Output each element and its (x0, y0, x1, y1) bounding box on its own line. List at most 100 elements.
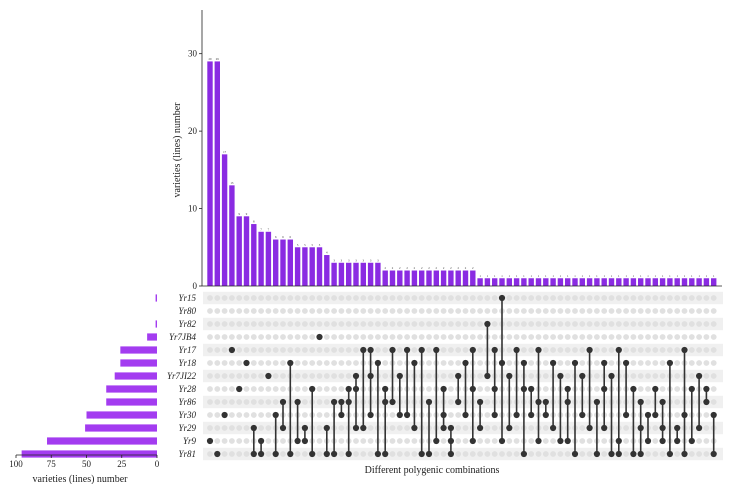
matrix-dot-inactive (382, 321, 389, 327)
matrix-dot-inactive (688, 295, 695, 301)
matrix-dot-active (352, 424, 360, 432)
matrix-dot-inactive (389, 295, 396, 301)
matrix-dot-active (623, 359, 630, 367)
matrix-dot-active (520, 359, 528, 367)
intersection-bar (346, 262, 352, 286)
matrix-dot-active (652, 411, 659, 419)
matrix-dot-inactive (491, 308, 498, 314)
intersection-bar (579, 278, 585, 286)
intersection-bar (316, 247, 323, 286)
matrix-dot-inactive (586, 334, 593, 340)
matrix-dot-inactive (586, 451, 593, 457)
matrix-dot-inactive (601, 295, 608, 301)
matrix-dot-inactive (382, 295, 389, 301)
matrix-dot-inactive (411, 451, 418, 457)
set-size-bar (120, 346, 157, 354)
intersection-bar (484, 278, 491, 286)
matrix-dot-active (659, 424, 666, 432)
matrix-dot-inactive (411, 347, 418, 353)
matrix-dot-inactive (681, 308, 688, 314)
intersection-bar-label: 1 (676, 274, 678, 278)
matrix-dot-inactive (221, 321, 228, 327)
matrix-dot-inactive (608, 321, 615, 327)
matrix-dot-inactive (229, 438, 235, 444)
matrix-dot-inactive (294, 373, 301, 379)
matrix-dot-inactive (265, 334, 272, 340)
intersection-bar (616, 278, 622, 286)
matrix-dot-inactive (623, 295, 629, 301)
matrix-dot-active (498, 294, 506, 302)
matrix-dot-inactive (331, 373, 337, 379)
matrix-dot-inactive (542, 321, 549, 327)
matrix-dot-active (608, 450, 615, 458)
intersection-bar (353, 262, 359, 286)
intersection-bars (207, 61, 717, 287)
matrix-dot-active (352, 385, 360, 393)
intersection-bar (440, 270, 447, 286)
matrix-dot-inactive (703, 425, 710, 431)
matrix-dot-inactive (440, 373, 447, 379)
matrix-dot-active (440, 411, 447, 419)
matrix-dot-inactive (294, 347, 301, 353)
matrix-dot-inactive (229, 412, 235, 418)
matrix-dot-inactive (345, 308, 352, 314)
matrix-dot-inactive (396, 451, 403, 457)
matrix-dot-inactive (331, 295, 337, 301)
matrix-dot-inactive (637, 334, 644, 340)
intersection-bar (543, 278, 549, 286)
matrix-dot-inactive (367, 334, 374, 340)
matrix-dot-active (542, 398, 549, 406)
intersection-bar (565, 278, 571, 286)
y-tick-label: 20 (188, 126, 198, 136)
matrix-dot-inactive (630, 347, 637, 353)
matrix-dot-inactive (528, 425, 535, 431)
matrix-dot-active (469, 346, 476, 354)
matrix-dot-inactive (280, 438, 286, 444)
intersection-bar (258, 231, 264, 286)
matrix-dot-inactive (696, 321, 702, 327)
matrix-dot-inactive (586, 438, 593, 444)
matrix-dot-active (601, 385, 608, 393)
set-size-tick-label: 100 (9, 459, 23, 469)
intersection-bar-label: 3 (377, 258, 379, 262)
matrix-dot-inactive (404, 451, 410, 457)
y-tick-label: 30 (188, 49, 198, 59)
matrix-dot-inactive (703, 412, 710, 418)
matrix-dot-inactive (214, 399, 221, 405)
matrix-dot-active (404, 346, 411, 354)
matrix-dot-active (294, 398, 301, 406)
intersection-bar (397, 270, 403, 286)
matrix-dot-inactive (652, 451, 659, 457)
matrix-dot-inactive (250, 347, 257, 353)
matrix-dot-inactive (302, 347, 308, 353)
matrix-dot-inactive (623, 451, 629, 457)
matrix-dot-inactive (491, 451, 498, 457)
matrix-dot-inactive (294, 295, 301, 301)
matrix-dot-inactive (250, 308, 257, 314)
intersection-bar-label: 7 (260, 227, 262, 231)
intersection-bar-label: 6 (275, 235, 277, 239)
intersection-bar (411, 270, 418, 286)
intersection-bar (433, 270, 439, 286)
matrix-dot-inactive (214, 425, 221, 431)
matrix-dot-inactive (477, 334, 483, 340)
matrix-dot-inactive (564, 334, 571, 340)
intersection-bar-label: 2 (450, 266, 452, 270)
matrix-dot-active (535, 346, 542, 354)
intersection-bar (645, 278, 651, 286)
matrix-dot-inactive (265, 425, 272, 431)
matrix-dot-inactive (535, 334, 542, 340)
matrix-dot-inactive (221, 438, 228, 444)
intersection-bar (243, 216, 250, 286)
matrix-dot-inactive (594, 347, 600, 353)
intersection-bar-label: 3 (363, 258, 365, 262)
matrix-dot-inactive (564, 373, 571, 379)
matrix-dot-inactive (316, 321, 323, 327)
intersection-bar-labels: 29 29 17 13 9 9 8 7 7 6 6 6 5 5 5 5 4 3 3 3 3 3 3 3 2 2 2 2 2 2 2 2 2 2 2 2… (209, 57, 715, 278)
intersection-bar (696, 278, 702, 286)
matrix-dot-inactive (221, 295, 228, 301)
matrix-dot-active (214, 450, 221, 458)
matrix-dot-inactive (272, 334, 279, 340)
matrix-dot-inactive (396, 438, 403, 444)
